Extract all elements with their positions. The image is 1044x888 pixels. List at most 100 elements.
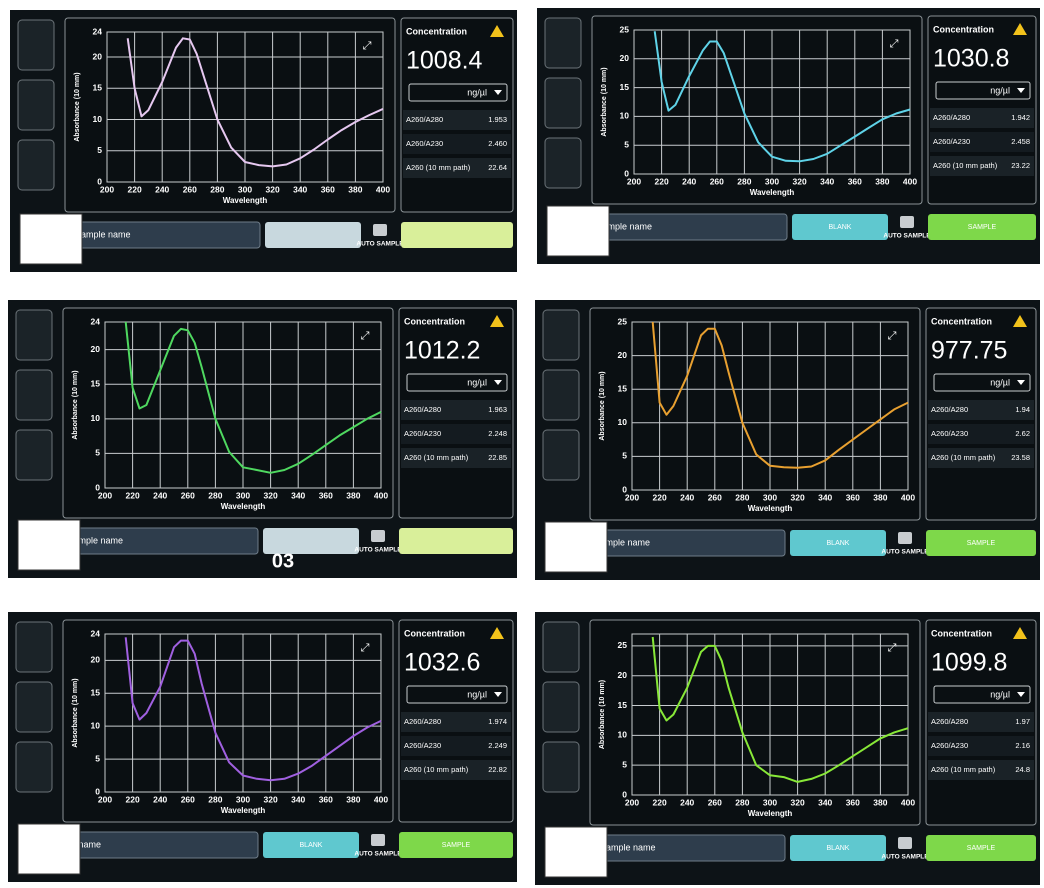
- x-tick-label: 320: [793, 176, 807, 186]
- ratio-label: A260/A280: [933, 113, 970, 122]
- auto-sample-checkbox[interactable]: [371, 834, 385, 846]
- chart-frame: [590, 308, 920, 520]
- unit-dropdown: [934, 374, 1030, 391]
- ratio-value: 2.62: [1015, 429, 1030, 438]
- sidebar-button: [545, 18, 581, 68]
- x-tick-label: 240: [682, 176, 696, 186]
- auto-sample-checkbox[interactable]: [371, 530, 385, 542]
- overlay-number: 03: [272, 550, 294, 572]
- ratio-label: A260/A230: [931, 741, 968, 750]
- concentration-value: 1099.8: [931, 649, 1007, 677]
- x-tick-label: 260: [708, 492, 722, 502]
- auto-sample-checkbox[interactable]: [898, 837, 912, 849]
- blank-label: BLANK: [300, 842, 323, 849]
- sidebar-button: [543, 682, 579, 732]
- auto-sample-label: AUTO SAMPLE: [354, 547, 402, 554]
- x-tick-label: 260: [183, 184, 197, 194]
- concentration-label: Concentration: [931, 628, 992, 638]
- screen-panel: 2002202402602803003203403603804000510152…: [535, 612, 1040, 885]
- x-tick-label: 360: [319, 794, 333, 804]
- panel-label: F: [570, 841, 582, 863]
- x-tick-label: 400: [376, 184, 390, 194]
- chart-frame: [65, 18, 395, 212]
- y-tick-label: 5: [95, 753, 100, 763]
- x-tick-label: 380: [873, 492, 887, 502]
- concentration-value: 1008.4: [406, 47, 483, 75]
- blank-button[interactable]: [265, 222, 361, 248]
- x-tick-label: 200: [625, 492, 639, 502]
- screen-panel: 2002202402602803003203403603804000510152…: [535, 300, 1040, 580]
- x-tick-label: 260: [710, 176, 724, 186]
- x-tick-label: 220: [128, 184, 142, 194]
- y-axis-label: Absorbance (10 mm): [599, 680, 606, 749]
- auto-sample-checkbox[interactable]: [900, 216, 914, 228]
- unit-dropdown: [934, 686, 1030, 703]
- x-axis-label: Wavelength: [223, 196, 268, 205]
- y-tick-label: 10: [91, 413, 101, 423]
- y-axis-label: Absorbance (10 mm): [72, 678, 79, 747]
- y-tick-label: 20: [93, 51, 103, 61]
- x-tick-label: 320: [264, 794, 278, 804]
- unit-label: ng/µl: [467, 377, 487, 387]
- y-tick-label: 0: [95, 482, 100, 492]
- y-tick-label: 15: [620, 82, 630, 92]
- x-tick-label: 360: [848, 176, 862, 186]
- x-tick-label: 200: [100, 184, 114, 194]
- x-tick-label: 260: [181, 794, 195, 804]
- screen-panel: 2002202402602803003203403603804000510152…: [537, 8, 1040, 264]
- blank-label: BLANK: [827, 845, 850, 852]
- y-tick-label: 20: [618, 350, 628, 360]
- ratio-label: A260/A280: [931, 717, 968, 726]
- x-tick-label: 400: [374, 490, 388, 500]
- unit-label: ng/µl: [467, 87, 487, 97]
- x-axis-label: Wavelength: [221, 806, 266, 815]
- x-axis-label: Wavelength: [221, 502, 266, 511]
- panel-label: B: [571, 220, 584, 242]
- x-tick-label: 400: [374, 794, 388, 804]
- x-tick-label: 300: [236, 490, 250, 500]
- ratio-value: 24.8: [1015, 765, 1030, 774]
- ratio-value: 2.460: [488, 139, 507, 148]
- y-tick-label: 15: [618, 700, 628, 710]
- auto-sample-checkbox[interactable]: [898, 532, 912, 544]
- expand-icon: ⤢: [361, 330, 370, 342]
- ratio-label: A260 (10 mm path): [404, 453, 469, 462]
- y-tick-label: 25: [618, 316, 628, 326]
- y-tick-label: 24: [91, 316, 101, 326]
- sidebar-button: [16, 310, 52, 360]
- sidebar-button: [18, 20, 54, 70]
- y-axis-label: Absorbance (10 mm): [74, 72, 81, 141]
- x-tick-label: 380: [348, 184, 362, 194]
- x-tick-label: 240: [153, 490, 167, 500]
- x-tick-label: 240: [680, 797, 694, 807]
- y-tick-label: 24: [93, 26, 103, 36]
- ratio-label: A260/A280: [404, 717, 441, 726]
- sample-button[interactable]: [401, 222, 513, 248]
- ratio-value: 1.953: [488, 115, 507, 124]
- ratio-label: A260/A230: [406, 139, 443, 148]
- blank-label: BLANK: [827, 540, 850, 547]
- sample-button[interactable]: [399, 528, 513, 554]
- x-tick-label: 340: [818, 797, 832, 807]
- unit-dropdown: [407, 374, 507, 391]
- ratio-label: A260 (10 mm path): [933, 161, 998, 170]
- concentration-label: Concentration: [404, 316, 465, 326]
- auto-sample-checkbox[interactable]: [373, 224, 387, 236]
- x-tick-label: 220: [126, 794, 140, 804]
- expand-icon: ⤢: [888, 330, 897, 342]
- sidebar-button: [545, 138, 581, 188]
- y-tick-label: 15: [91, 379, 101, 389]
- auto-sample-label: AUTO SAMPLE: [354, 851, 402, 858]
- y-tick-label: 0: [624, 168, 629, 178]
- concentration-value: 1030.8: [933, 45, 1009, 73]
- ratio-label: A260/A280: [404, 405, 441, 414]
- sidebar-button: [543, 742, 579, 792]
- panel-label: C: [42, 534, 56, 556]
- auto-sample-label: AUTO SAMPLE: [883, 233, 931, 240]
- ratio-value: 2.16: [1015, 741, 1030, 750]
- x-tick-label: 320: [264, 490, 278, 500]
- x-tick-label: 220: [653, 797, 667, 807]
- ratio-label: A260/A280: [931, 405, 968, 414]
